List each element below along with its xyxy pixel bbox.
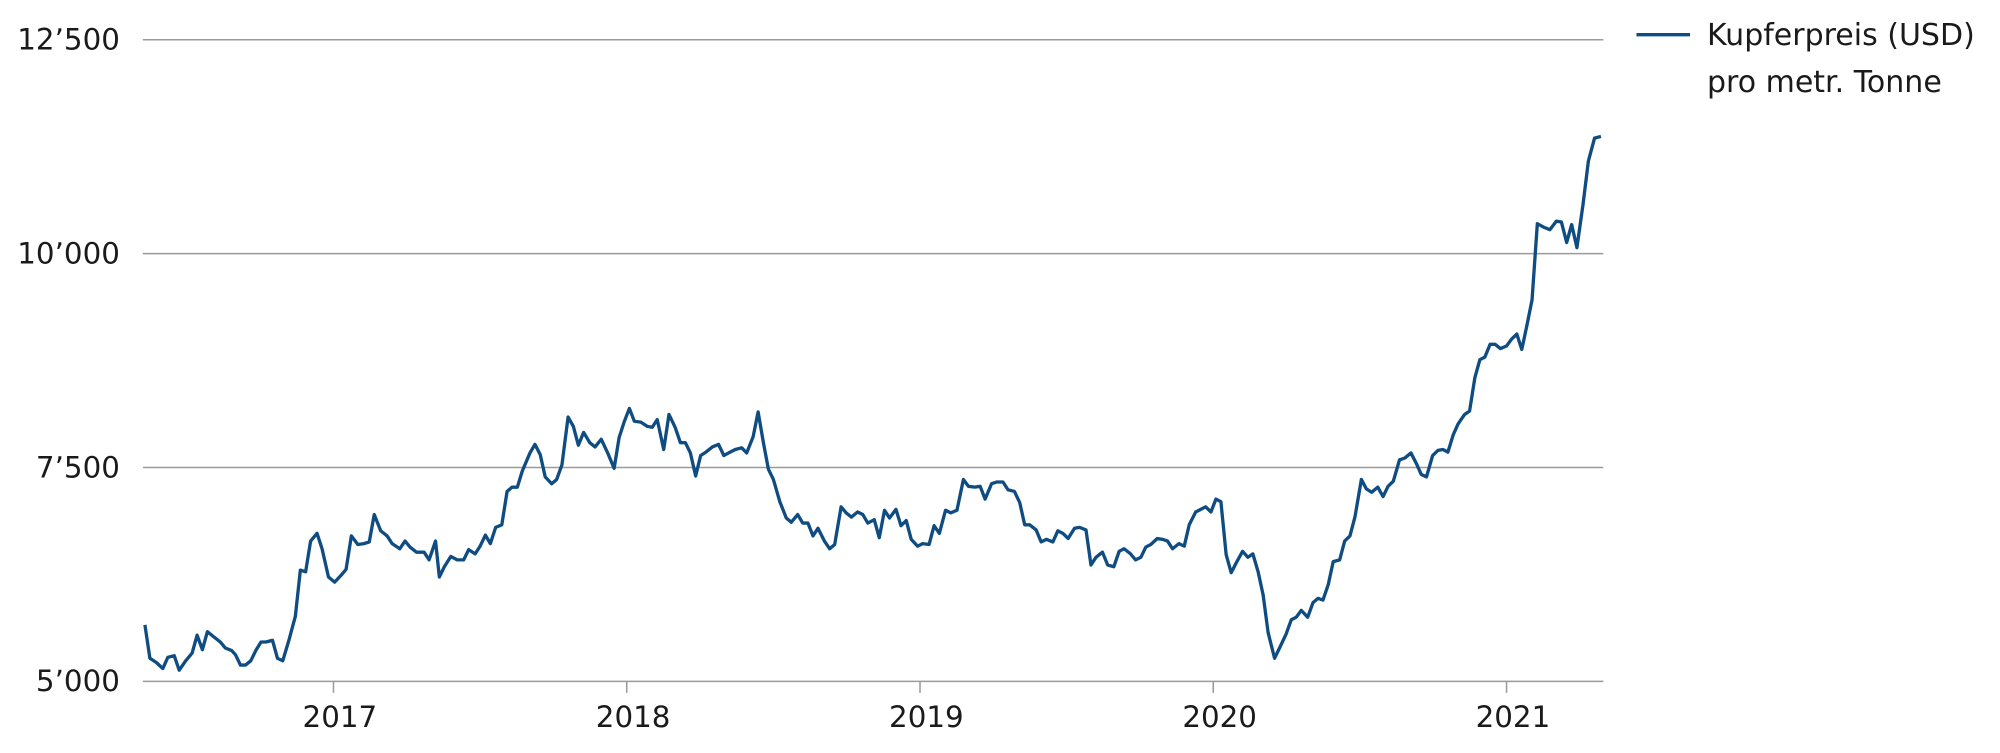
x-tick-label: 2021 [1476,700,1551,734]
price-line [143,134,1602,672]
y-tick-label: 5’000 [36,664,120,698]
x-tick-label: 2020 [1182,700,1257,734]
x-tick-label: 2018 [596,700,671,734]
y-tick-label: 7’500 [36,450,120,484]
y-tick-label: 10’000 [17,236,120,270]
x-tick-label: 2019 [889,700,964,734]
x-tick-label: 2017 [303,700,378,734]
y-tick-label: 12’500 [17,23,120,57]
legend-label: Kupferpreis (USD) pro metr. Tonne [1707,18,1975,100]
